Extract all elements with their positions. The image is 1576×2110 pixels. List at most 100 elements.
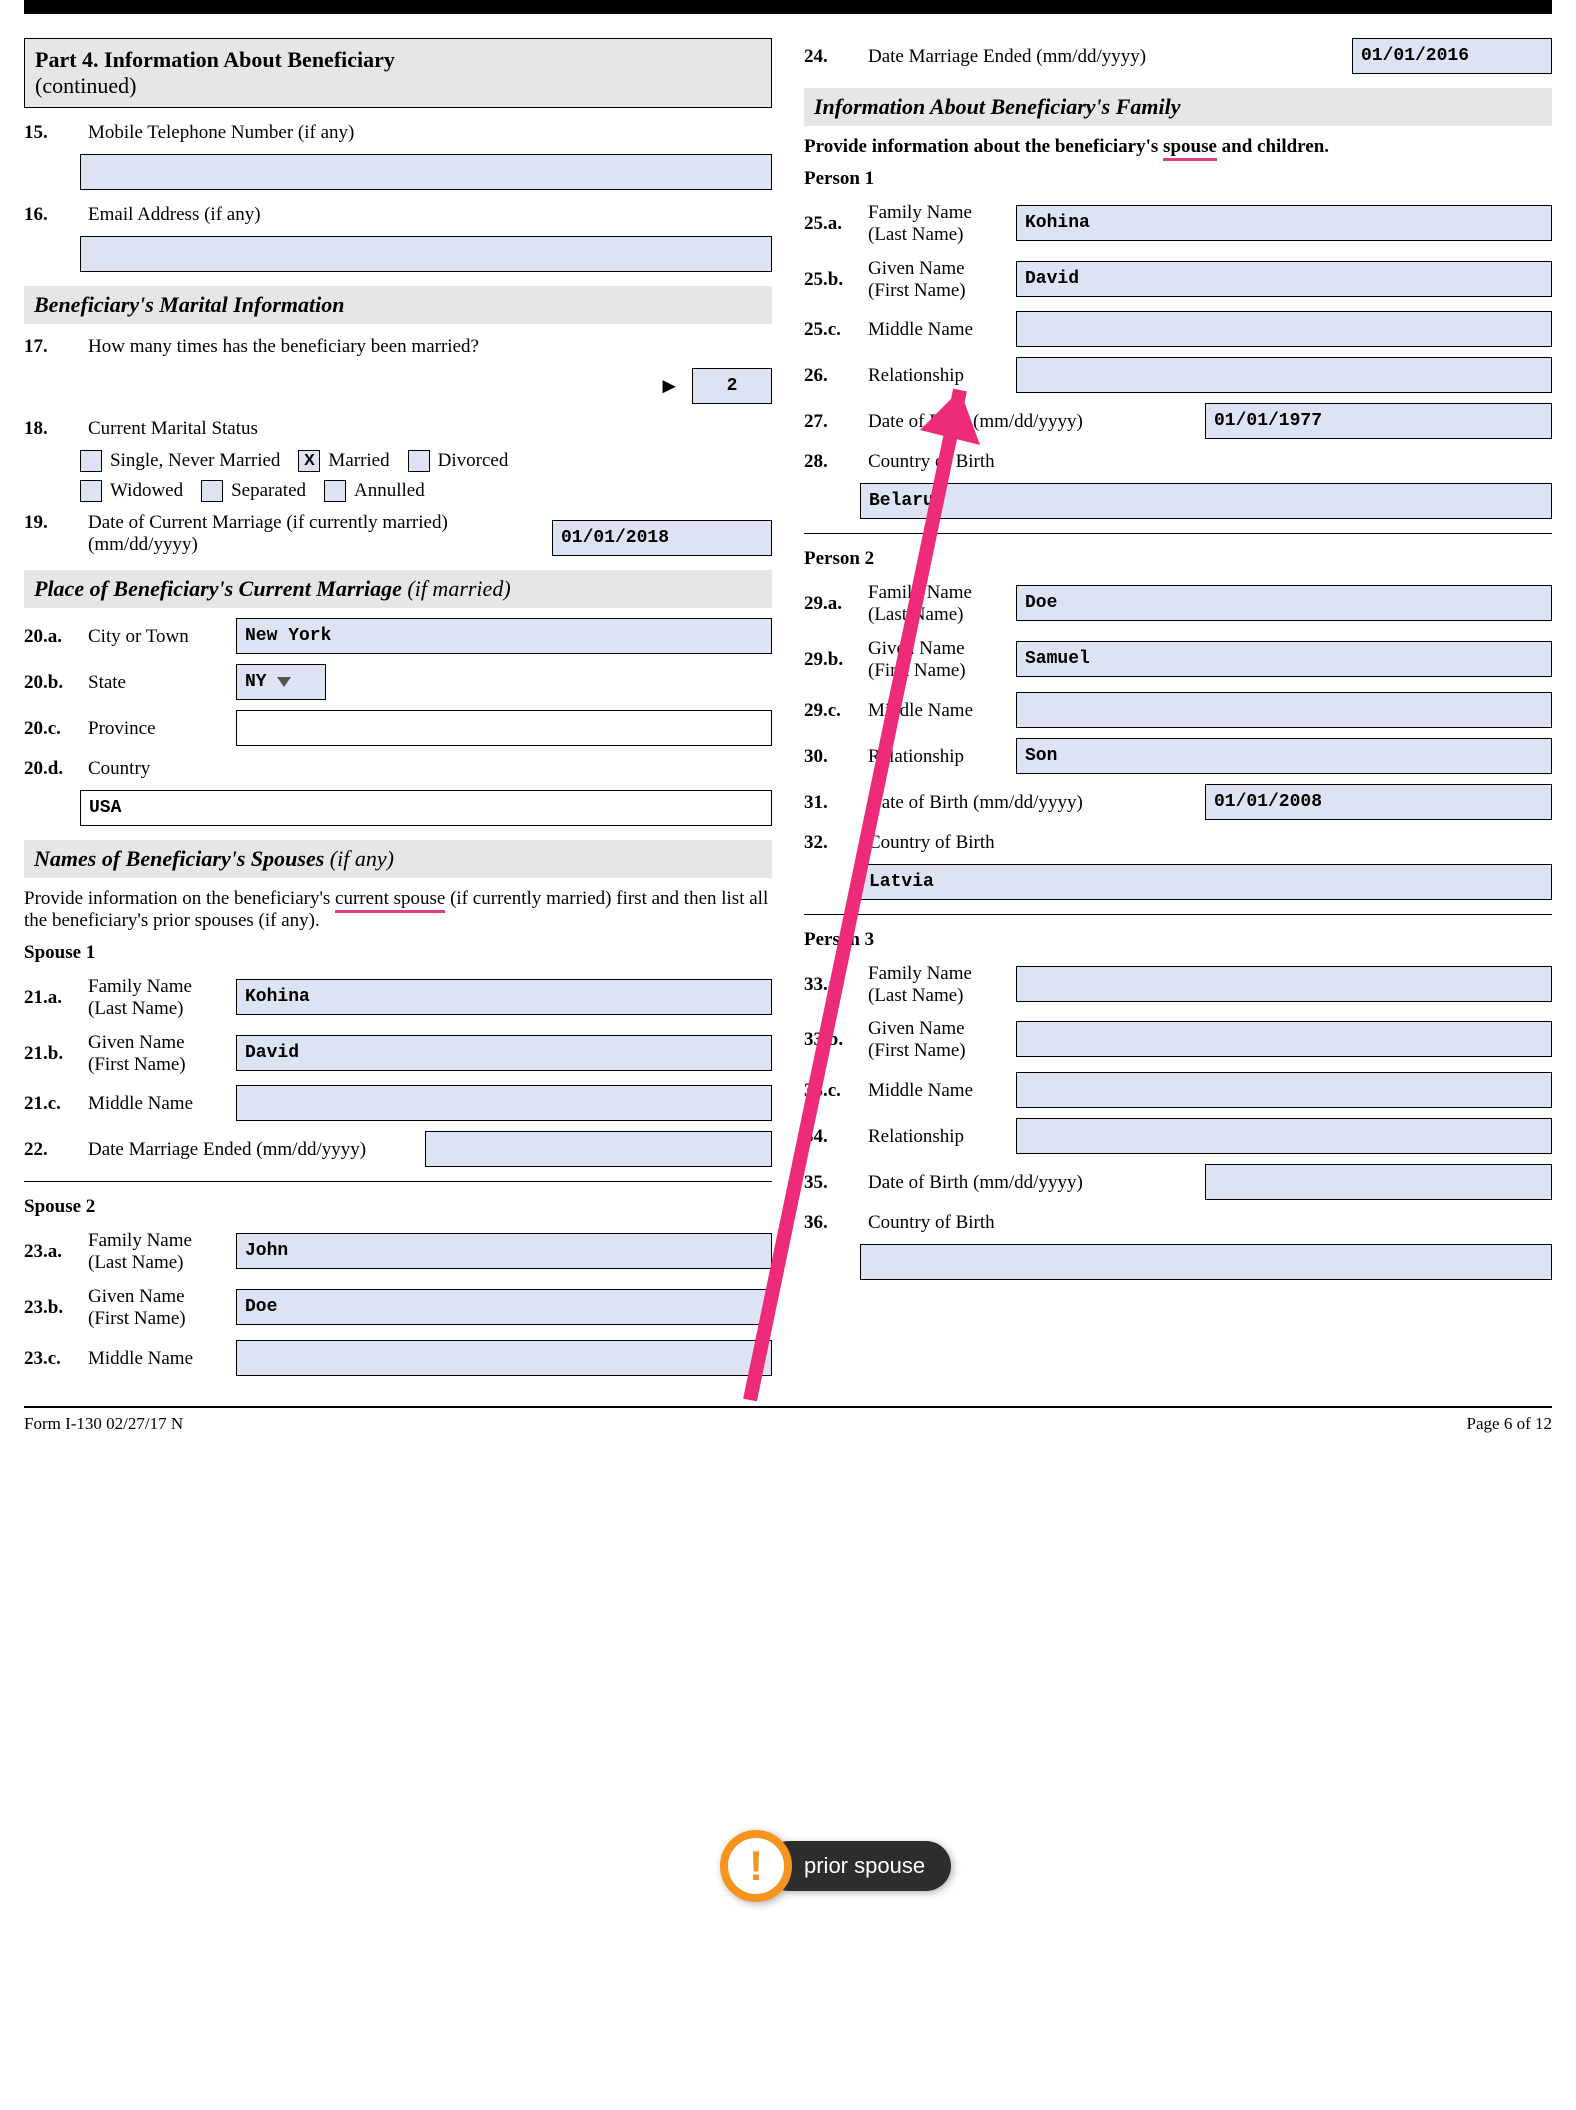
prior-spouse-callout: ! prior spouse [720, 1830, 951, 1902]
spouse1-lastname-input[interactable]: Kohina [236, 979, 772, 1015]
opt-divorced: Divorced [438, 450, 509, 472]
family-intro: Provide information about the beneficiar… [804, 136, 1552, 158]
q29b-num: 29.b. [804, 647, 860, 671]
spouse1-marriage-ended-input[interactable] [425, 1131, 772, 1167]
q20d-label: Country [88, 756, 228, 780]
checkbox-widowed[interactable] [80, 480, 102, 502]
q32-num: 32. [804, 830, 860, 854]
spouse2-lastname-input[interactable]: John [236, 1233, 772, 1269]
q21c-label: Middle Name [88, 1091, 228, 1115]
q27-num: 27. [804, 409, 860, 433]
opt-widowed: Widowed [110, 480, 183, 502]
p1-cob-input[interactable]: Belarus [860, 483, 1552, 519]
p1-lastname-input[interactable]: Kohina [1016, 205, 1552, 241]
checkbox-annulled[interactable] [324, 480, 346, 502]
q32-label: Country of Birth [868, 830, 1552, 854]
checkbox-separated[interactable] [201, 480, 223, 502]
p2-firstname-input[interactable]: Samuel [1016, 641, 1552, 677]
family-header: Information About Beneficiary's Family [804, 88, 1552, 126]
spouse1-middlename-input[interactable] [236, 1085, 772, 1121]
p2-dob-input[interactable]: 01/01/2008 [1205, 784, 1552, 820]
separator [804, 533, 1552, 534]
p3-lastname-input[interactable] [1016, 966, 1552, 1002]
spouses-header-suffix: (if any) [330, 846, 394, 871]
page-footer: Form I-130 02/27/17 N Page 6 of 12 [24, 1406, 1552, 1434]
q25b-label: Given Name(First Name) [868, 256, 1008, 302]
province-input[interactable] [236, 710, 772, 746]
callout-text: prior spouse [764, 1841, 951, 1891]
p3-cob-input[interactable] [860, 1244, 1552, 1280]
q21a-num: 21.a. [24, 985, 80, 1009]
p2-cob-input[interactable]: Latvia [860, 864, 1552, 900]
opt-single: Single, Never Married [110, 450, 280, 472]
person3-title: Person 3 [804, 929, 1552, 951]
country-input[interactable]: USA [80, 790, 772, 826]
q17-label: How many times has the beneficiary been … [88, 334, 772, 358]
place-header: Place of Beneficiary's Current Marriage … [24, 570, 772, 608]
q23b-num: 23.b. [24, 1295, 80, 1319]
q23c-label: Middle Name [88, 1346, 228, 1370]
q31-label: Date of Birth (mm/dd/yyyy) [868, 790, 1197, 814]
q21a-l1: Family Name [88, 976, 192, 997]
opt-annulled: Annulled [354, 480, 425, 502]
spouse2-firstname-input[interactable]: Doe [236, 1289, 772, 1325]
q21b-label: Given Name(First Name) [88, 1030, 228, 1076]
q34-label: Relationship [868, 1124, 1008, 1148]
spouse1-firstname-input[interactable]: David [236, 1035, 772, 1071]
q16-num: 16. [24, 202, 80, 226]
email-input[interactable] [80, 236, 772, 272]
q24-input[interactable]: 01/01/2016 [1352, 38, 1552, 74]
part4-header: Part 4. Information About Beneficiary (c… [24, 38, 772, 108]
footer-left: Form I-130 02/27/17 N [24, 1414, 183, 1434]
state-select[interactable]: NY [236, 664, 326, 700]
family-intro-b: spouse [1163, 136, 1217, 161]
q29a-l1: Family Name [868, 582, 972, 603]
q25a-l1: Family Name [868, 202, 972, 223]
q25a-label: Family Name(Last Name) [868, 200, 1008, 246]
current-marriage-date-input[interactable]: 01/01/2018 [552, 520, 772, 556]
p2-lastname-input[interactable]: Doe [1016, 585, 1552, 621]
spouse2-middlename-input[interactable] [236, 1340, 772, 1376]
p2-relationship-input[interactable]: Son [1016, 738, 1552, 774]
q23b-l1: Given Name [88, 1286, 185, 1307]
q15-label: Mobile Telephone Number (if any) [88, 120, 772, 144]
checkbox-married[interactable]: X [298, 450, 320, 472]
p2-middlename-input[interactable] [1016, 692, 1552, 728]
q23b-l2: (First Name) [88, 1308, 186, 1329]
p1-relationship-input[interactable] [1016, 357, 1552, 393]
p3-dob-input[interactable] [1205, 1164, 1552, 1200]
q20c-num: 20.c. [24, 716, 80, 740]
q29a-label: Family Name(Last Name) [868, 580, 1008, 626]
spouses-header-text: Names of Beneficiary's Spouses [34, 846, 324, 871]
marital-header: Beneficiary's Marital Information [24, 286, 772, 324]
p3-firstname-input[interactable] [1016, 1021, 1552, 1057]
q33b-l2: (First Name) [868, 1040, 966, 1061]
p1-dob-input[interactable]: 01/01/1977 [1205, 403, 1552, 439]
checkbox-single[interactable] [80, 450, 102, 472]
part4-continued: (continued) [35, 73, 136, 98]
q21b-l2: (First Name) [88, 1054, 186, 1075]
q15-num: 15. [24, 120, 80, 144]
q29b-label: Given Name(First Name) [868, 636, 1008, 682]
q29b-l2: (First Name) [868, 660, 966, 681]
checkbox-divorced[interactable] [408, 450, 430, 472]
q29c-label: Middle Name [868, 698, 1008, 722]
q20c-label: Province [88, 716, 228, 740]
city-input[interactable]: New York [236, 618, 772, 654]
p3-middlename-input[interactable] [1016, 1072, 1552, 1108]
q33a-num: 33.a. [804, 972, 860, 996]
q22-num: 22. [24, 1137, 80, 1161]
left-column: Part 4. Information About Beneficiary (c… [24, 38, 772, 1386]
q25b-num: 25.b. [804, 267, 860, 291]
q36-label: Country of Birth [868, 1210, 1552, 1234]
p3-relationship-input[interactable] [1016, 1118, 1552, 1154]
q25a-num: 25.a. [804, 211, 860, 235]
mobile-phone-input[interactable] [80, 154, 772, 190]
q26-num: 26. [804, 363, 860, 387]
times-married-input[interactable]: 2 [692, 368, 772, 404]
p1-middlename-input[interactable] [1016, 311, 1552, 347]
p1-firstname-input[interactable]: David [1016, 261, 1552, 297]
alert-icon: ! [720, 1830, 792, 1902]
family-intro-a: Provide information about the beneficiar… [804, 136, 1163, 157]
q25a-l2: (Last Name) [868, 224, 963, 245]
